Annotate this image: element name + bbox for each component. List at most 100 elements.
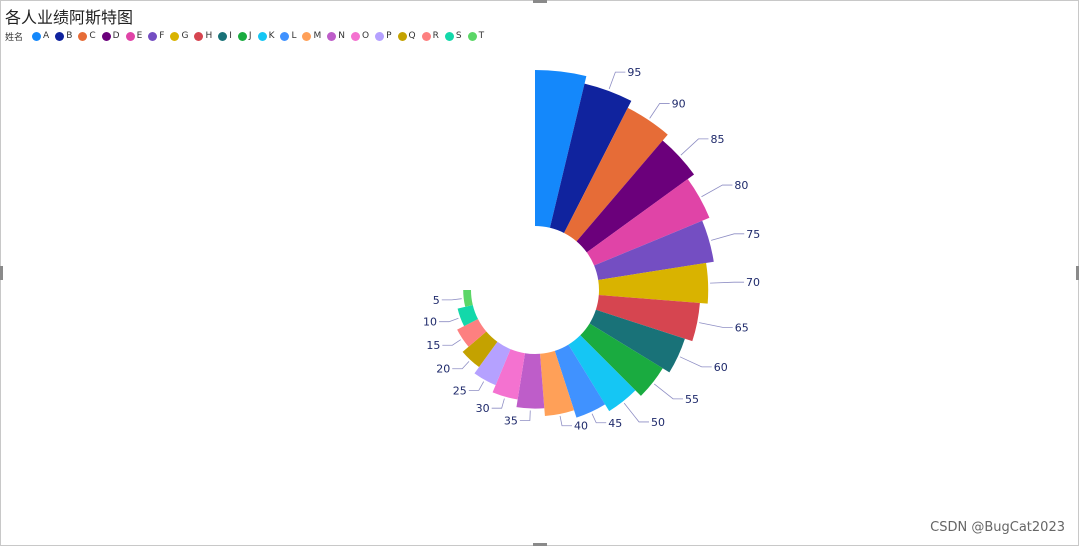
- leader-line-s: [439, 317, 459, 323]
- legend-item-e[interactable]: E: [125, 31, 142, 41]
- legend-label: C: [89, 31, 96, 41]
- sector-p[interactable]: [474, 341, 511, 386]
- legend-label: N: [338, 31, 345, 41]
- chart-title: 各人业绩阿斯特图: [5, 8, 134, 27]
- legend-label: G: [181, 31, 189, 41]
- legend-dot: [421, 31, 431, 41]
- legend-item-s[interactable]: S: [444, 31, 462, 41]
- data-label-c: 90: [672, 97, 686, 110]
- sector-q[interactable]: [462, 331, 498, 368]
- legend-item-b[interactable]: B: [55, 31, 72, 41]
- leader-line-b: [608, 71, 626, 90]
- legend-dot: [237, 31, 247, 41]
- legend-label: J: [248, 31, 252, 41]
- leader-line-p: [468, 381, 485, 391]
- data-label-t: 5: [433, 294, 440, 307]
- legend-dot: [350, 31, 360, 41]
- legend-item-d[interactable]: D: [101, 31, 120, 41]
- legend-label: R: [432, 31, 439, 41]
- legend-item-j[interactable]: J: [237, 31, 252, 41]
- leader-line-d: [680, 138, 709, 156]
- legend-dot: [32, 31, 42, 41]
- resize-handle-left[interactable]: [0, 266, 3, 280]
- leader-line-i: [679, 356, 712, 368]
- legend-dot: [302, 31, 312, 41]
- legend-dot: [170, 31, 180, 41]
- legend-item-m[interactable]: M: [302, 31, 321, 41]
- leader-line-k: [623, 402, 650, 423]
- sector-s[interactable]: [457, 304, 478, 327]
- leader-line-c: [649, 103, 670, 119]
- data-label-r: 15: [426, 339, 440, 352]
- legend-item-k[interactable]: K: [257, 31, 275, 41]
- leader-line-o: [491, 398, 505, 409]
- legend-item-a[interactable]: A: [32, 31, 49, 41]
- data-label-f: 75: [746, 228, 760, 241]
- sector-c[interactable]: [564, 107, 668, 242]
- legend-item-h[interactable]: H: [194, 31, 212, 41]
- leader-line-g: [710, 281, 745, 284]
- sector-d[interactable]: [576, 140, 695, 253]
- legend-item-g[interactable]: G: [170, 31, 188, 41]
- legend-item-q[interactable]: Q: [397, 31, 416, 41]
- sector-o[interactable]: [492, 349, 525, 400]
- legend-dot: [101, 31, 111, 41]
- data-label-l: 45: [608, 417, 622, 430]
- legend-item-o[interactable]: O: [350, 31, 370, 41]
- data-label-p: 25: [453, 384, 467, 397]
- legend-dot: [78, 31, 88, 41]
- sector-m[interactable]: [540, 350, 575, 417]
- legend-dot: [327, 31, 337, 41]
- sector-e[interactable]: [586, 179, 710, 266]
- leader-line-j: [653, 383, 684, 400]
- sector-b[interactable]: [549, 83, 632, 233]
- legend-item-p[interactable]: P: [375, 31, 392, 41]
- sector-t[interactable]: [463, 290, 473, 307]
- legend-label: T: [478, 31, 485, 41]
- data-label-k: 50: [651, 416, 665, 429]
- watermark: CSDN @BugCat2023: [930, 520, 1065, 535]
- resize-handle-right[interactable]: [1076, 266, 1079, 280]
- data-label-o: 30: [476, 402, 490, 415]
- legend-item-n[interactable]: N: [327, 31, 345, 41]
- data-label-g: 70: [746, 276, 760, 289]
- legend-dot: [218, 31, 228, 41]
- legend-label: Q: [408, 31, 416, 41]
- data-label-e: 80: [734, 179, 748, 192]
- sector-a[interactable]: [535, 70, 587, 228]
- legend-dot: [257, 31, 267, 41]
- legend-dot: [148, 31, 158, 41]
- legend-item-c[interactable]: C: [78, 31, 96, 41]
- sector-f[interactable]: [594, 220, 714, 280]
- legend-item-i[interactable]: I: [218, 31, 232, 41]
- legend-dot: [280, 31, 290, 41]
- legend-item-f[interactable]: F: [148, 31, 164, 41]
- leader-line-t: [441, 298, 462, 301]
- legend-item-t[interactable]: T: [467, 31, 485, 41]
- legend-label: A: [43, 31, 50, 41]
- legend-label: S: [455, 31, 462, 41]
- legend-label: O: [361, 31, 370, 41]
- legend-dot: [194, 31, 204, 41]
- sector-h[interactable]: [595, 295, 700, 342]
- resize-handle-bottom[interactable]: [533, 543, 547, 546]
- legend-label: L: [291, 31, 297, 41]
- sector-i[interactable]: [589, 309, 685, 373]
- leader-line-m: [559, 415, 572, 427]
- legend-title: 姓名: [5, 32, 24, 43]
- sector-k[interactable]: [568, 335, 636, 412]
- legend-item-l[interactable]: L: [280, 31, 296, 41]
- legend-label: K: [268, 31, 275, 41]
- sector-j[interactable]: [580, 323, 663, 396]
- sector-l[interactable]: [554, 344, 606, 418]
- data-label-s: 10: [423, 316, 437, 329]
- leader-line-h: [699, 322, 733, 328]
- sector-r[interactable]: [457, 319, 487, 347]
- sector-n[interactable]: [516, 353, 545, 409]
- legend-item-r[interactable]: R: [421, 31, 439, 41]
- resize-handle-top[interactable]: [533, 0, 547, 3]
- sector-g[interactable]: [598, 262, 709, 304]
- legend-label: P: [386, 31, 392, 41]
- leader-line-q: [452, 361, 470, 370]
